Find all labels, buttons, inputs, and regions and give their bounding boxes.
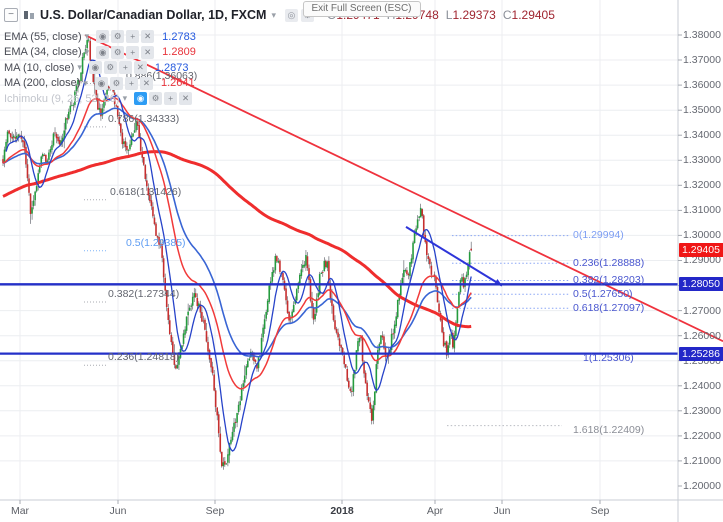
- legend-value: 1.2641: [160, 77, 195, 90]
- plus-icon[interactable]: +: [126, 45, 140, 59]
- legend-label[interactable]: MA (10, close): [4, 61, 75, 74]
- legend-row: MA (200, close) ▾ ◉ ⚙ + ✕ 1.2641: [4, 76, 196, 92]
- legend-value: 1.2809: [162, 46, 196, 59]
- gear-icon[interactable]: ⚙: [111, 30, 125, 44]
- eye-icon[interactable]: ◉: [88, 61, 102, 75]
- legend-buttons: ◉ ⚙ + ✕: [134, 92, 193, 106]
- collapse-legend-icon[interactable]: −: [4, 8, 18, 22]
- legend-caret-icon[interactable]: ▾: [83, 77, 88, 88]
- plus-icon[interactable]: +: [164, 92, 178, 106]
- eye-icon[interactable]: ◉: [94, 76, 108, 90]
- legend-caret-icon[interactable]: ▾: [77, 62, 82, 73]
- symbol-header: − U.S. Dollar/Canadian Dollar, 1D, FXCM …: [4, 8, 555, 22]
- ohlc-key: C: [502, 8, 512, 22]
- legend-label[interactable]: EMA (55, close): [4, 30, 82, 43]
- legend-value: 1.2873: [154, 61, 189, 74]
- indicator-legend: EMA (55, close) ▾ ◉ ⚙ + ✕ 1.2783 EMA (34, close…: [4, 29, 196, 107]
- symbol-caret-icon[interactable]: ▾: [271, 9, 276, 20]
- close-icon[interactable]: ✕: [179, 92, 193, 106]
- ohlc-value: 1.29373: [452, 8, 496, 22]
- legend-buttons: ◉ ⚙ + ✕: [96, 30, 155, 44]
- legend-row: MA (10, close) ▾ ◉ ⚙ + ✕ 1.2873: [4, 60, 196, 76]
- plus-icon[interactable]: +: [126, 30, 140, 44]
- exit-fullscreen-tooltip: Exit Full Screen (ESC): [302, 1, 421, 17]
- symbol-title[interactable]: U.S. Dollar/Canadian Dollar, 1D, FXCM: [40, 8, 267, 22]
- legend-buttons: ◉ ⚙ + ✕: [88, 61, 147, 75]
- eye-icon[interactable]: ◉: [96, 30, 110, 44]
- close-icon[interactable]: ✕: [133, 61, 147, 75]
- gear-icon[interactable]: ⚙: [109, 76, 123, 90]
- chart-style-icon: [24, 11, 34, 19]
- close-icon[interactable]: ✕: [141, 30, 155, 44]
- legend-row: EMA (34, close) ▾ ◉ ⚙ + ✕ 1.2809: [4, 45, 196, 61]
- legend-buttons: ◉ ⚙ + ✕: [94, 76, 153, 90]
- ohlc-key: L: [445, 8, 453, 22]
- legend-value: 1.2783: [162, 30, 196, 43]
- gear-icon[interactable]: ⚙: [149, 92, 163, 106]
- eye-icon[interactable]: ◉: [96, 45, 110, 59]
- legend-row: EMA (55, close) ▾ ◉ ⚙ + ✕ 1.2783: [4, 29, 196, 45]
- legend-label[interactable]: Ichimoku (9, 26, 52, 26): [4, 92, 120, 105]
- legend-label[interactable]: EMA (34, close): [4, 46, 82, 59]
- close-icon[interactable]: ✕: [141, 45, 155, 59]
- plus-icon[interactable]: +: [124, 76, 138, 90]
- legend-caret-icon[interactable]: ▾: [84, 31, 90, 42]
- legend-caret-icon[interactable]: ▾: [84, 46, 90, 57]
- close-icon[interactable]: ✕: [139, 76, 153, 90]
- plus-icon[interactable]: +: [118, 61, 132, 75]
- gear-icon[interactable]: ⚙: [111, 45, 125, 59]
- eye-icon[interactable]: ◉: [134, 92, 148, 106]
- legend-caret-icon[interactable]: ▾: [122, 93, 128, 104]
- legend-label[interactable]: MA (200, close): [4, 77, 81, 90]
- legend-row: Ichimoku (9, 26, 52, 26) ▾ ◉ ⚙ + ✕: [4, 91, 196, 107]
- compare-button-icon[interactable]: ◎: [284, 8, 298, 22]
- ohlc-value: 1.29405: [511, 8, 555, 22]
- gear-icon[interactable]: ⚙: [103, 61, 117, 75]
- legend-buttons: ◉ ⚙ + ✕: [96, 45, 155, 59]
